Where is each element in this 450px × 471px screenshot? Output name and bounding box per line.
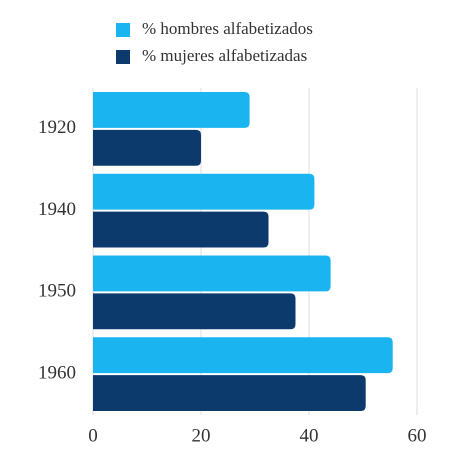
y-tick-label: 1940 <box>38 199 76 220</box>
bar <box>93 129 201 166</box>
x-tick-label: 20 <box>192 425 211 446</box>
x-tick-label: 60 <box>408 425 427 446</box>
bar <box>93 337 393 374</box>
bar <box>93 255 331 292</box>
legend: % hombres alfabetizados % mujeres alfabet… <box>116 19 313 65</box>
legend-label: % hombres alfabetizados <box>142 19 313 38</box>
x-tick-label: 0 <box>88 425 98 446</box>
bar <box>93 92 250 128</box>
legend-swatch <box>116 50 130 64</box>
y-tick-label: 1950 <box>38 281 76 302</box>
y-tick-label: 1960 <box>38 362 76 383</box>
legend-swatch <box>116 23 130 37</box>
legend-label: % mujeres alfabetizadas <box>142 46 307 65</box>
y-tick-label: 1920 <box>38 117 76 138</box>
bar <box>93 375 366 411</box>
bar <box>93 211 269 248</box>
bar <box>93 293 296 330</box>
bar <box>93 173 315 210</box>
x-tick-label: 40 <box>300 425 319 446</box>
